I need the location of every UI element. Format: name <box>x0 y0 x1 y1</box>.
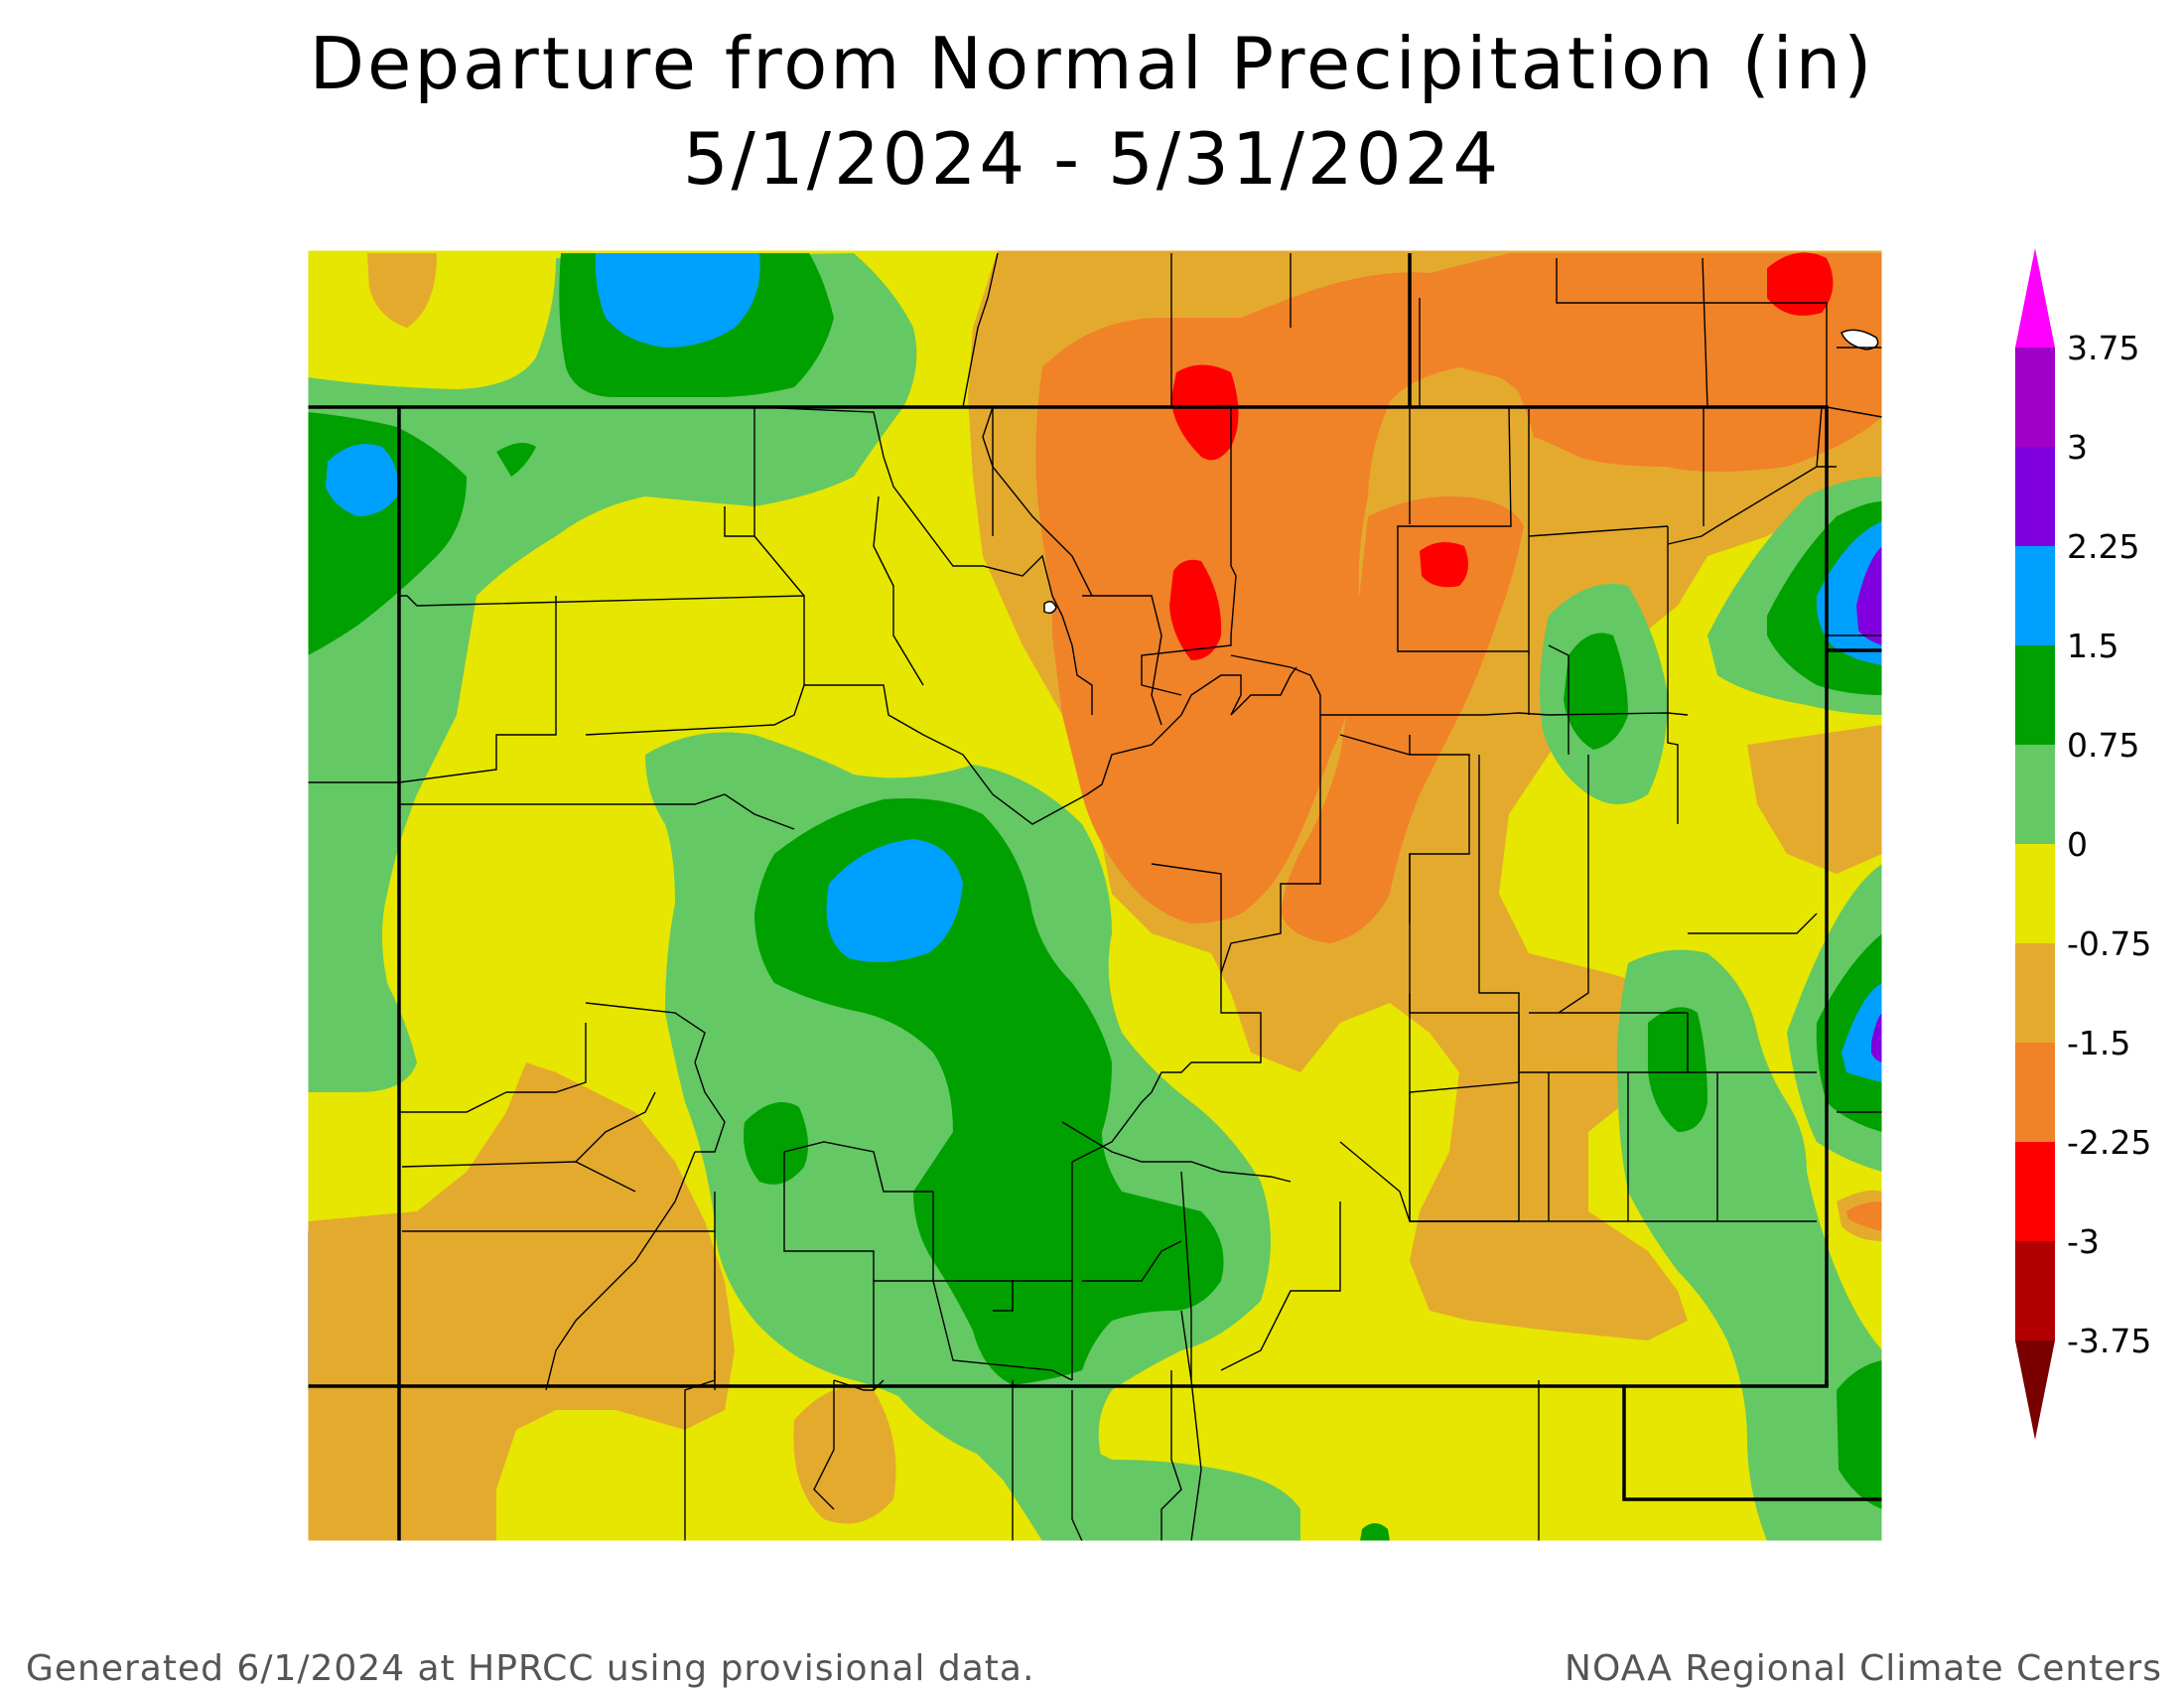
zone-green-east-edge-bottom <box>1837 1360 1882 1509</box>
zone-ocher-nw-blob <box>367 253 437 328</box>
zone-ocher-east-edge <box>1747 725 1882 874</box>
zone-ocher-south-blob <box>793 1386 896 1524</box>
map-title: Departure from Normal Precipitation (in) <box>309 22 1875 105</box>
zone-blue-north <box>595 253 760 348</box>
zone-purple-east-upper <box>1856 546 1882 645</box>
zone-blue-central <box>826 839 963 962</box>
legend-tick-label: 3 <box>2067 428 2088 467</box>
legend-tick-label: 2.25 <box>2067 527 2139 566</box>
precip-field <box>308 250 1882 1541</box>
map-frame <box>307 249 1883 1542</box>
legend-swatch <box>2015 645 2055 745</box>
lake-feature <box>1841 329 1879 351</box>
zone-orange-center-plume <box>1281 496 1524 943</box>
generated-note: Generated 6/1/2024 at HPRCC using provis… <box>26 1648 1035 1689</box>
legend-tick-label: -1.5 <box>2067 1024 2130 1062</box>
color-legend: -3.75 -3 -2.25 -1.5 -0.75 0 0.75 1.5 2.25 3 3.75 <box>2015 248 2151 1440</box>
legend-swatch <box>2015 844 2055 943</box>
zone-ocher-southwest <box>308 1062 735 1541</box>
zone-red-northeast-small <box>1420 542 1468 588</box>
legend-swatch <box>2015 1142 2055 1241</box>
zone-purple-east-mid <box>1871 1013 1882 1062</box>
zone-orange-east-blob <box>1846 1201 1882 1231</box>
zone-lightgreen-south <box>893 1389 1300 1541</box>
zone-green-southwest-small <box>744 1102 808 1185</box>
legend-tick-label: 1.5 <box>2067 627 2118 665</box>
legend-tick-label: -3.75 <box>2067 1322 2151 1360</box>
zone-red-north-top <box>1171 364 1239 461</box>
zone-green-south-small <box>1360 1523 1390 1541</box>
legend-swatch <box>2015 1043 2055 1142</box>
legend-swatch <box>2015 745 2055 844</box>
legend-swatch <box>2015 943 2055 1043</box>
zone-lightgreen-northwest <box>308 253 917 1092</box>
zone-blue-northwest <box>326 444 398 516</box>
zone-green-nw-small <box>496 443 536 477</box>
zone-red-north-mid <box>1169 559 1222 660</box>
zone-green-southeast <box>1648 1007 1707 1132</box>
legend-swatch <box>2015 348 2055 447</box>
legend-tick-label: -3 <box>2067 1222 2100 1261</box>
legend-tick-label: -2.25 <box>2067 1123 2151 1162</box>
zone-orange-north <box>1035 253 1882 923</box>
source-credit: NOAA Regional Climate Centers <box>1565 1648 2162 1689</box>
legend-swatch <box>2015 447 2055 546</box>
legend-tick-label: -0.75 <box>2067 924 2151 963</box>
legend-swatch <box>2015 1241 2055 1340</box>
legend-tick-label: 0 <box>2067 825 2088 864</box>
lake-feature <box>1043 601 1057 615</box>
legend-arrow-low <box>2015 1340 2055 1440</box>
legend-arrow-high <box>2015 248 2055 348</box>
legend-tick-label: 0.75 <box>2067 726 2139 765</box>
legend-swatch <box>2015 546 2055 645</box>
zone-green-east-center <box>1564 633 1628 750</box>
zone-red-ne-corner <box>1767 252 1834 316</box>
zone-blue-east-mid <box>1842 983 1882 1082</box>
legend-tick-label: 3.75 <box>2067 329 2139 367</box>
state-boundaries <box>308 253 1882 1541</box>
map-date-range: 5/1/2024 - 5/31/2024 <box>682 117 1502 201</box>
